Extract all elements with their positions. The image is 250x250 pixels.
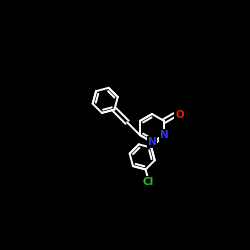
Text: Cl: Cl (142, 177, 153, 187)
Text: O: O (175, 110, 184, 120)
Text: N: N (160, 130, 168, 140)
Text: N: N (148, 137, 156, 147)
